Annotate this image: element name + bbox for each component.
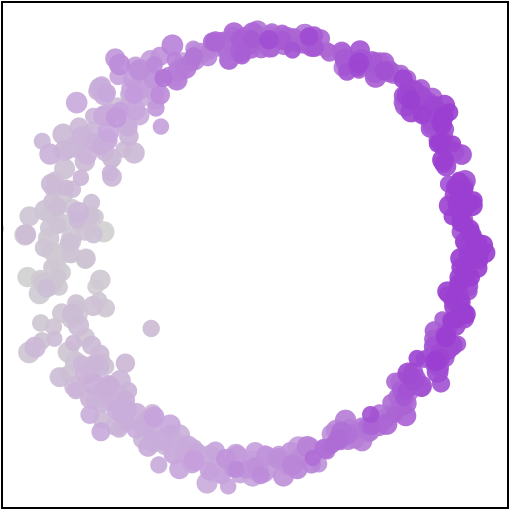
data-point [432,149,454,171]
data-point [284,41,301,59]
data-point [425,350,446,372]
data-point [124,99,146,121]
data-point [142,422,163,443]
scatter-plot [3,20,496,495]
data-point [184,47,203,66]
data-point [449,274,468,293]
data-point [159,414,181,437]
data-point [59,232,80,253]
data-point [227,460,245,478]
data-point [65,91,88,114]
data-point [128,59,151,81]
data-point [142,319,160,338]
data-point [39,143,61,165]
data-point [72,169,90,186]
data-point [205,31,226,52]
data-point [48,197,67,216]
data-point [106,107,127,128]
data-point [65,334,82,352]
data-point [123,142,145,164]
data-point [19,206,40,227]
data-point [67,314,90,337]
data-point [34,238,54,258]
data-point [40,173,62,195]
data-point [470,251,489,270]
data-point [233,46,251,65]
data-point [46,330,63,347]
data-point [161,34,184,57]
data-point [76,248,96,269]
data-point [199,461,219,481]
data-point [458,259,475,276]
data-point [90,269,111,291]
data-point [428,134,447,153]
data-point [116,398,137,420]
data-point [15,224,37,245]
data-point [126,419,146,439]
data-point [455,304,476,325]
data-point [183,449,205,471]
data-point [44,318,63,336]
data-point [84,224,103,244]
data-point [37,279,56,298]
data-point [464,227,481,244]
data-point [3,224,4,233]
data-point [323,436,341,454]
data-point [115,353,136,373]
data-point [393,69,413,89]
data-point [83,373,105,395]
points-layer [3,20,496,495]
data-point [49,367,70,388]
data-point [91,422,111,442]
data-point [146,56,163,74]
data-point [374,61,395,81]
data-point [24,336,46,358]
data-point [67,381,86,400]
data-point [143,406,165,428]
data-point [54,158,76,180]
data-point [395,405,417,427]
data-point [80,405,99,425]
data-point [157,435,174,452]
data-point [259,29,279,50]
data-point [447,195,466,213]
data-point [150,85,170,105]
data-point [442,312,459,329]
data-point [108,53,131,76]
data-point [150,456,168,474]
data-point [348,52,370,74]
data-point [101,164,119,182]
data-point [100,375,119,394]
data-point [408,349,426,367]
data-point [242,30,261,48]
data-point [67,201,89,224]
data-point [433,106,454,127]
data-point [97,83,116,103]
data-point [397,362,419,384]
data-point [48,216,67,235]
data-point [154,68,173,88]
data-point [124,85,144,104]
data-point [83,295,104,316]
data-point [299,27,319,46]
data-point [412,105,432,125]
data-point [152,118,170,135]
data-point [57,179,74,196]
data-point [435,326,457,348]
data-point [401,90,421,110]
data-point [251,466,270,485]
data-point [362,406,380,424]
data-point [304,449,321,467]
data-point [453,179,474,200]
